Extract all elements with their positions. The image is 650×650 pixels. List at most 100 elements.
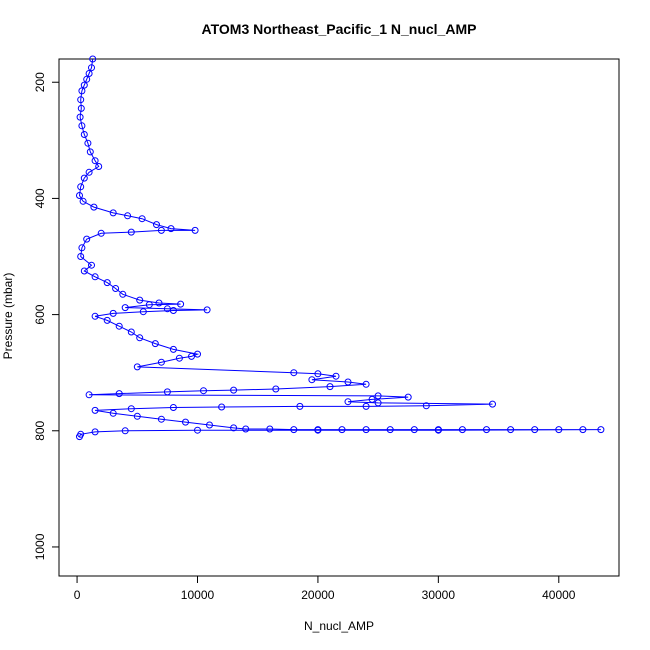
data-point [77, 253, 85, 260]
data-point [155, 299, 163, 307]
y-axis: 200 400 600 800 1000 [33, 72, 60, 560]
data-point [374, 399, 382, 407]
data-point [362, 426, 370, 434]
data-point [78, 87, 86, 95]
data-point [97, 229, 105, 237]
data-point [326, 383, 334, 391]
data-point [127, 328, 135, 336]
data-point [163, 388, 171, 396]
data-point [194, 350, 201, 358]
data-point [136, 296, 144, 304]
x-tick-label: 40000 [542, 588, 576, 602]
data-point [177, 300, 185, 308]
data-point [344, 378, 352, 386]
data-point [91, 157, 99, 165]
data-point [157, 358, 165, 366]
data-point [169, 404, 177, 411]
data-point [422, 402, 430, 410]
data-point [76, 113, 84, 121]
data-point [410, 426, 418, 434]
y-tick-label: 400 [33, 188, 47, 208]
x-axis: 0 10000 20000 30000 40000 [74, 575, 576, 602]
data-point [83, 75, 91, 83]
data-point [109, 309, 117, 317]
data-point [579, 426, 587, 434]
data-point [157, 415, 165, 423]
data-point [242, 425, 250, 433]
data-point [78, 244, 86, 252]
data-point [85, 391, 93, 399]
data-point [121, 304, 129, 312]
data-point [434, 426, 442, 434]
data-point [167, 225, 175, 233]
data-point [133, 363, 141, 371]
data-point [483, 426, 490, 434]
series-layer [76, 55, 605, 441]
data-point [597, 426, 605, 434]
data-point [80, 267, 88, 275]
data-point [157, 226, 165, 234]
data-point [80, 131, 88, 138]
data-point [109, 209, 117, 217]
data-point [531, 426, 539, 434]
series-line [78, 58, 601, 437]
data-point [191, 226, 199, 234]
x-tick-label: 0 [74, 588, 81, 602]
plot-area-frame [58, 58, 620, 577]
y-tick-label: 1000 [33, 533, 47, 560]
data-point [88, 261, 95, 269]
data-point [119, 290, 127, 298]
data-point [203, 306, 211, 314]
data-point [127, 228, 135, 236]
data-point [91, 406, 99, 414]
data-point [80, 174, 88, 182]
data-point [109, 409, 117, 417]
data-point [362, 380, 370, 388]
data-point [79, 197, 87, 205]
data-point [77, 96, 85, 104]
data-point [489, 400, 496, 408]
data-point [230, 424, 238, 432]
data-point [362, 402, 370, 410]
data-point [124, 212, 132, 220]
data-point [145, 301, 153, 309]
data-point [169, 307, 177, 314]
data-point [127, 405, 135, 413]
x-tick-label: 30000 [422, 588, 456, 602]
data-point [88, 64, 95, 72]
y-tick-label: 800 [33, 420, 47, 440]
data-point [272, 385, 280, 393]
data-point [91, 273, 99, 281]
chart-title: ATOM3 Northeast_Pacific_1 N_nucl_AMP [202, 21, 477, 37]
x-tick-label: 20000 [301, 588, 335, 602]
data-point [136, 334, 144, 342]
data-point [314, 370, 322, 378]
data-point [133, 412, 141, 420]
data-point [78, 122, 86, 130]
y-tick-label: 600 [33, 304, 47, 324]
data-point [404, 393, 412, 401]
data-point [386, 426, 394, 434]
data-point [296, 402, 304, 410]
data-point [91, 428, 99, 436]
data-point [368, 395, 376, 403]
data-point [76, 433, 83, 441]
data-point [90, 203, 98, 211]
data-point [138, 215, 146, 223]
data-point [175, 354, 183, 362]
y-axis-label: Pressure (mbar) [1, 273, 15, 360]
data-point [86, 148, 94, 156]
data-point [103, 316, 111, 324]
data-point [95, 163, 103, 170]
data-point [121, 427, 129, 435]
data-point [85, 168, 93, 176]
data-point [76, 192, 83, 199]
data-point [84, 139, 92, 147]
data-point [344, 398, 352, 406]
data-point [200, 387, 207, 395]
data-point [112, 285, 120, 292]
data-point [206, 421, 213, 429]
data-point [218, 403, 226, 411]
data-point [290, 426, 298, 434]
